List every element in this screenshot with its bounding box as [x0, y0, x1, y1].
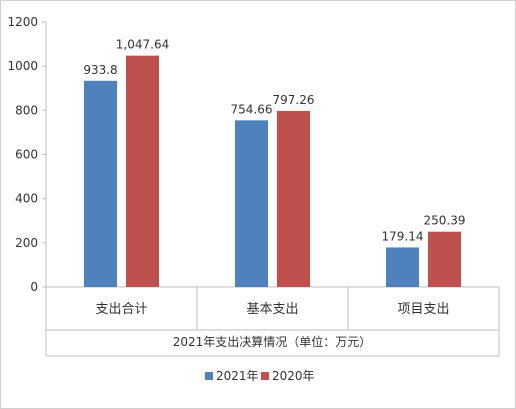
data-label: 933.8	[83, 63, 117, 77]
legend-swatch	[261, 372, 269, 380]
y-tick-label: 800	[15, 103, 38, 117]
y-tick-label: 0	[30, 280, 38, 294]
category-label: 基本支出	[246, 302, 298, 317]
category-label: 支出合计	[95, 302, 147, 317]
legend-label: 2020年	[272, 369, 315, 383]
y-tick-label: 400	[15, 192, 38, 206]
data-label: 754.66	[231, 102, 273, 116]
bars	[84, 55, 461, 288]
y-axis-ticks: 0 200 400 600 800 1000 1200	[7, 15, 46, 294]
y-tick-label: 600	[15, 148, 38, 162]
data-label: 797.26	[273, 93, 315, 107]
legend-label: 2021年	[216, 369, 259, 383]
category-label: 项目支出	[397, 302, 449, 317]
bar	[277, 110, 310, 287]
bar	[386, 247, 419, 287]
legend: 2021年 2020年	[205, 369, 315, 383]
x-axis-title: 2021年支出决算情况（单位：万元）	[173, 334, 372, 349]
bar	[428, 231, 461, 287]
bar	[84, 80, 117, 288]
bar	[235, 120, 268, 287]
y-tick-label: 200	[15, 236, 38, 250]
data-label: 250.39	[424, 214, 466, 228]
legend-swatch	[205, 372, 213, 380]
data-label: 1,047.64	[116, 38, 169, 52]
category-labels: 支出合计 基本支出 项目支出	[95, 302, 449, 317]
bar	[126, 55, 159, 288]
data-label: 179.14	[382, 229, 424, 243]
y-tick-label: 1200	[7, 15, 38, 29]
y-tick-label: 1000	[7, 59, 38, 73]
